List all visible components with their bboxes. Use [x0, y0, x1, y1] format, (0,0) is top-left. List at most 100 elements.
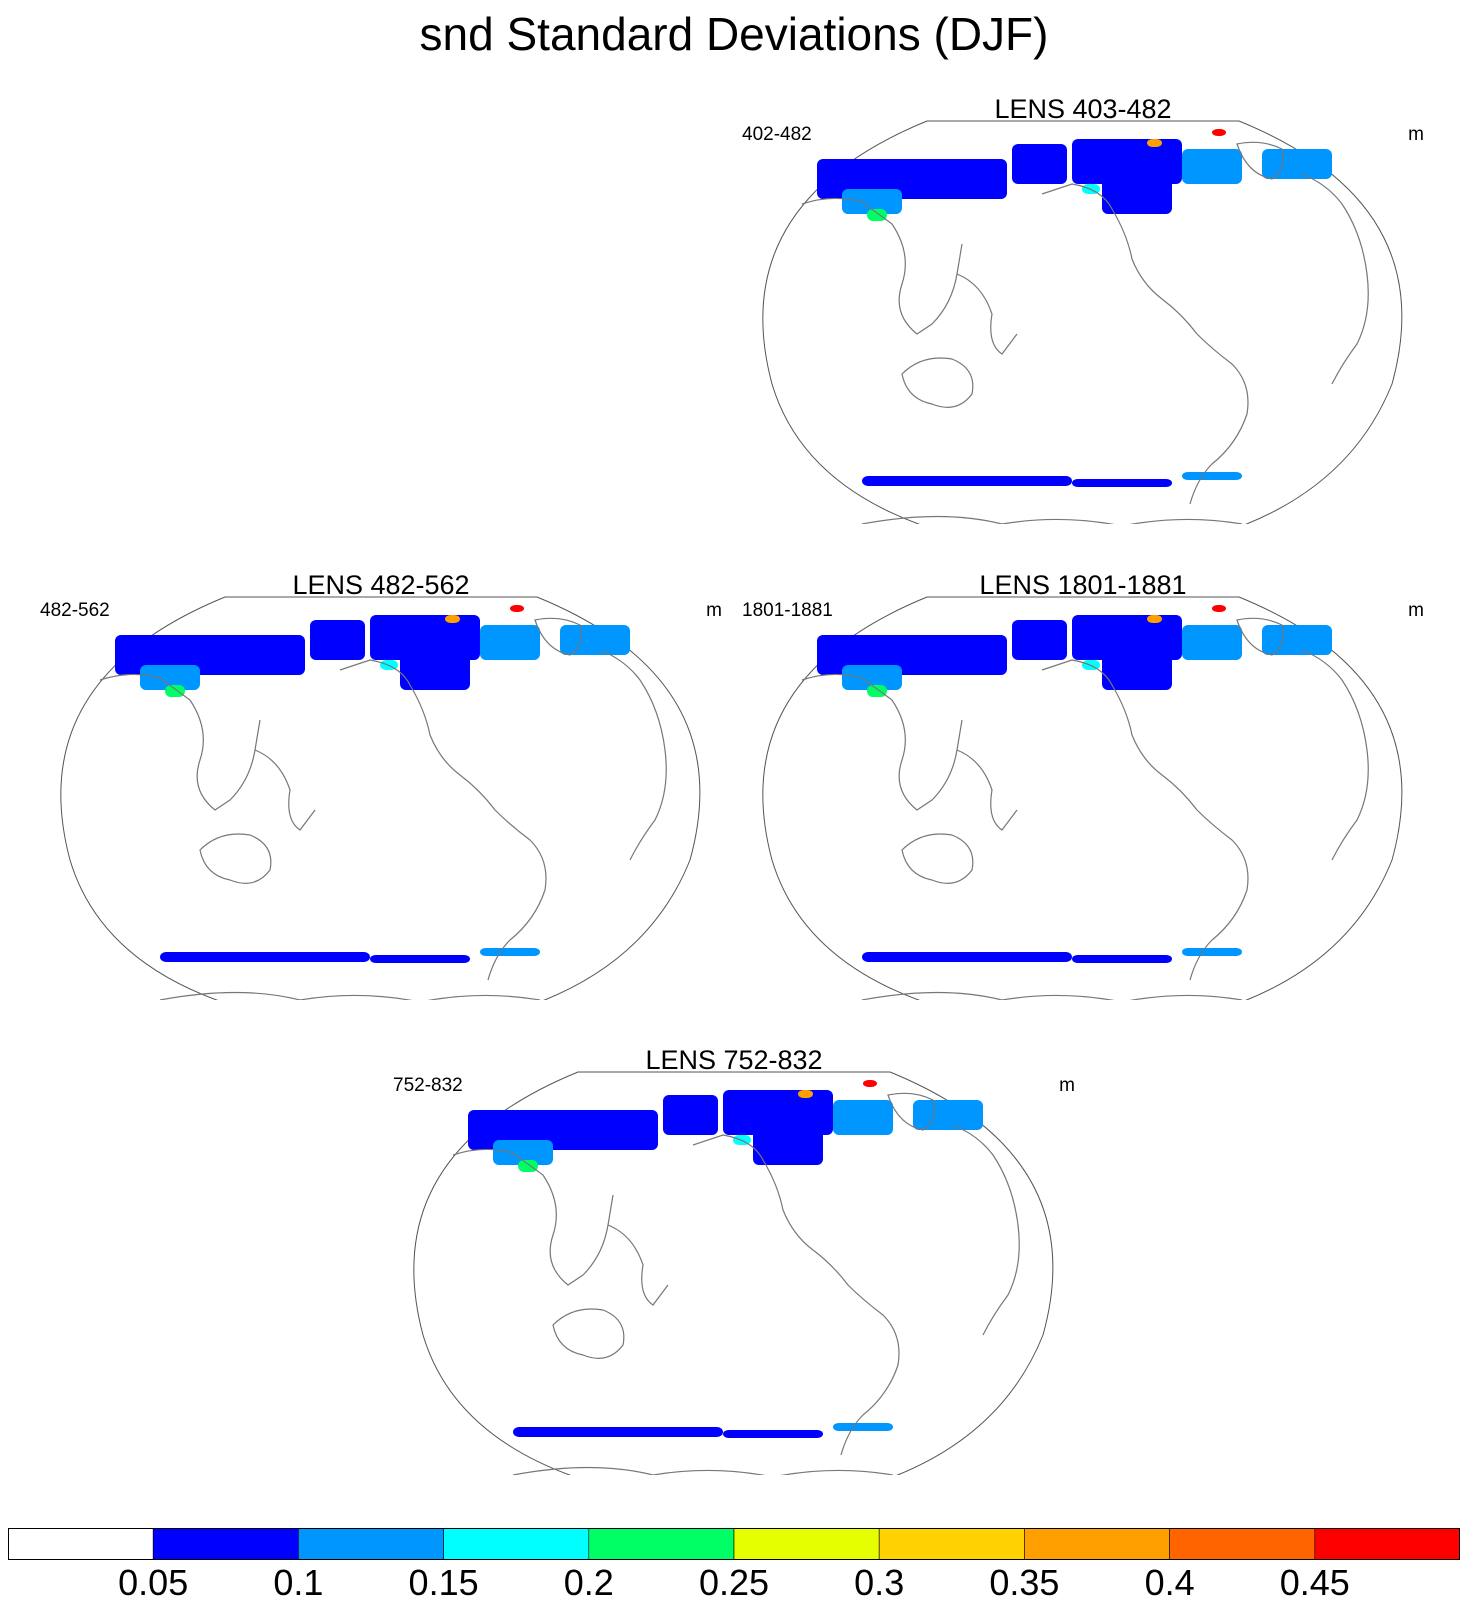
- snow-depth-cell: [723, 1430, 823, 1438]
- snow-depth-cell: [1072, 479, 1172, 487]
- snow-depth-cell: [560, 625, 630, 655]
- snow-depth-cell: [798, 1090, 813, 1098]
- panel-title: LENS 403-482: [994, 94, 1172, 124]
- figure-title: snd Standard Deviations (DJF): [419, 8, 1049, 60]
- panel-units-label: m: [1059, 1075, 1075, 1096]
- colorbar: [8, 1528, 1460, 1560]
- map-panel-2: LENS 482-562 482-562 m: [40, 570, 722, 1000]
- snow-depth-cell: [1072, 615, 1182, 660]
- coastline: [887, 1092, 935, 1131]
- snow-depth-cell: [1182, 625, 1242, 660]
- snow-depth-cell: [833, 1423, 893, 1431]
- world-map-3: [762, 596, 1403, 1000]
- coastline: [692, 1134, 849, 1286]
- colorbar-tick-label: 0.05: [118, 1562, 189, 1603]
- snow-depth-cell: [513, 1427, 723, 1437]
- world-map-2: [60, 596, 701, 1000]
- panel-left-label: 482-562: [40, 600, 110, 621]
- colorbar-swatch: [588, 1528, 735, 1560]
- snow-depth-cell: [1012, 620, 1067, 660]
- snow-depth-cell: [1072, 139, 1182, 184]
- map-panel-4: LENS 752-832 752-832 m: [393, 1045, 1075, 1475]
- snow-depth-cell: [753, 1130, 823, 1165]
- snow-depth-cell: [723, 1090, 833, 1135]
- coastline: [534, 617, 582, 656]
- snow-depth-cell: [842, 665, 902, 690]
- colorbar-swatch: [878, 1528, 1025, 1560]
- coastline: [801, 197, 963, 335]
- snow-depth-cell: [1182, 948, 1242, 956]
- snow-depth-cell: [863, 1080, 877, 1087]
- coastline: [840, 1284, 900, 1456]
- colorbar-swatch: [1169, 1528, 1316, 1560]
- colorbar-tick-label: 0.15: [408, 1562, 479, 1603]
- colorbar-tick-label: 0.4: [1144, 1562, 1195, 1603]
- coastline: [1041, 183, 1198, 335]
- coastline: [1189, 333, 1249, 505]
- coastline: [552, 1308, 625, 1359]
- snow-depth-cell: [1012, 144, 1067, 184]
- snow-depth-cell: [480, 625, 540, 660]
- coastline: [901, 357, 974, 408]
- snow-depth-cell: [1262, 149, 1332, 179]
- coastline: [901, 833, 974, 884]
- snow-depth-cell: [842, 189, 902, 214]
- colorbar-swatches: [8, 1528, 1460, 1560]
- snow-depth-cell: [518, 1160, 538, 1172]
- snow-depth-cell: [867, 209, 887, 221]
- coastline: [599, 649, 667, 861]
- colorbar-swatch: [8, 1528, 154, 1560]
- colorbar-swatch: [152, 1528, 299, 1560]
- snow-depth-cell: [400, 655, 470, 690]
- snow-depth-cell: [310, 620, 365, 660]
- snow-depth-cell: [867, 685, 887, 697]
- coastline: [861, 515, 1243, 524]
- snow-depth-cell: [370, 615, 480, 660]
- coastline: [1041, 659, 1198, 811]
- snow-depth-cell: [160, 952, 370, 962]
- snow-depth-cell: [1182, 472, 1242, 480]
- snow-depth-cell: [165, 685, 185, 697]
- panel-left-label: 752-832: [393, 1075, 463, 1096]
- coastline: [1301, 173, 1369, 385]
- coastline: [861, 991, 1243, 1000]
- snow-depth-cell: [480, 948, 540, 956]
- panel-title: LENS 752-832: [645, 1045, 823, 1075]
- panel-units-label: m: [1408, 600, 1424, 621]
- snow-depth-cell: [1212, 129, 1226, 136]
- world-map-1: [762, 120, 1403, 524]
- snow-depth-cell: [370, 955, 470, 963]
- coastline: [199, 833, 272, 884]
- panel-title: LENS 482-562: [292, 570, 470, 600]
- coastline: [956, 273, 1018, 355]
- snow-depth-cell: [1102, 655, 1172, 690]
- snow-depth-cell: [1147, 139, 1162, 147]
- snow-depth-cell: [1147, 615, 1162, 623]
- snow-depth-cell: [140, 665, 200, 690]
- map-panel-1: LENS 403-482 402-482 m: [742, 94, 1424, 524]
- panel-left-label: 402-482: [742, 124, 812, 145]
- snow-depth-cell: [862, 952, 1072, 962]
- coastline: [254, 749, 316, 831]
- coastline: [159, 991, 541, 1000]
- coastline: [487, 809, 547, 981]
- coastline: [1236, 141, 1284, 180]
- colorbar-swatch: [1024, 1528, 1170, 1560]
- snow-depth-cell: [1212, 605, 1226, 612]
- colorbar-swatch: [443, 1528, 590, 1560]
- coastline: [1236, 617, 1284, 656]
- colorbar-tick-label: 0.25: [698, 1562, 770, 1603]
- colorbar-tick-label: 0.2: [563, 1562, 614, 1603]
- coastline: [952, 1124, 1020, 1336]
- map-panel-3: LENS 1801-1881 1801-1881 m: [742, 570, 1424, 1000]
- colorbar-tick-label: 0.35: [989, 1562, 1060, 1603]
- coastline: [956, 749, 1018, 831]
- coastline: [99, 673, 261, 811]
- coastline: [1189, 809, 1249, 981]
- snow-depth-cell: [445, 615, 460, 623]
- colorbar-swatch: [1314, 1528, 1460, 1560]
- coastline: [339, 659, 496, 811]
- panel-units-label: m: [1408, 124, 1424, 145]
- panel-left-label: 1801-1881: [742, 600, 833, 621]
- snow-depth-cell: [833, 1100, 893, 1135]
